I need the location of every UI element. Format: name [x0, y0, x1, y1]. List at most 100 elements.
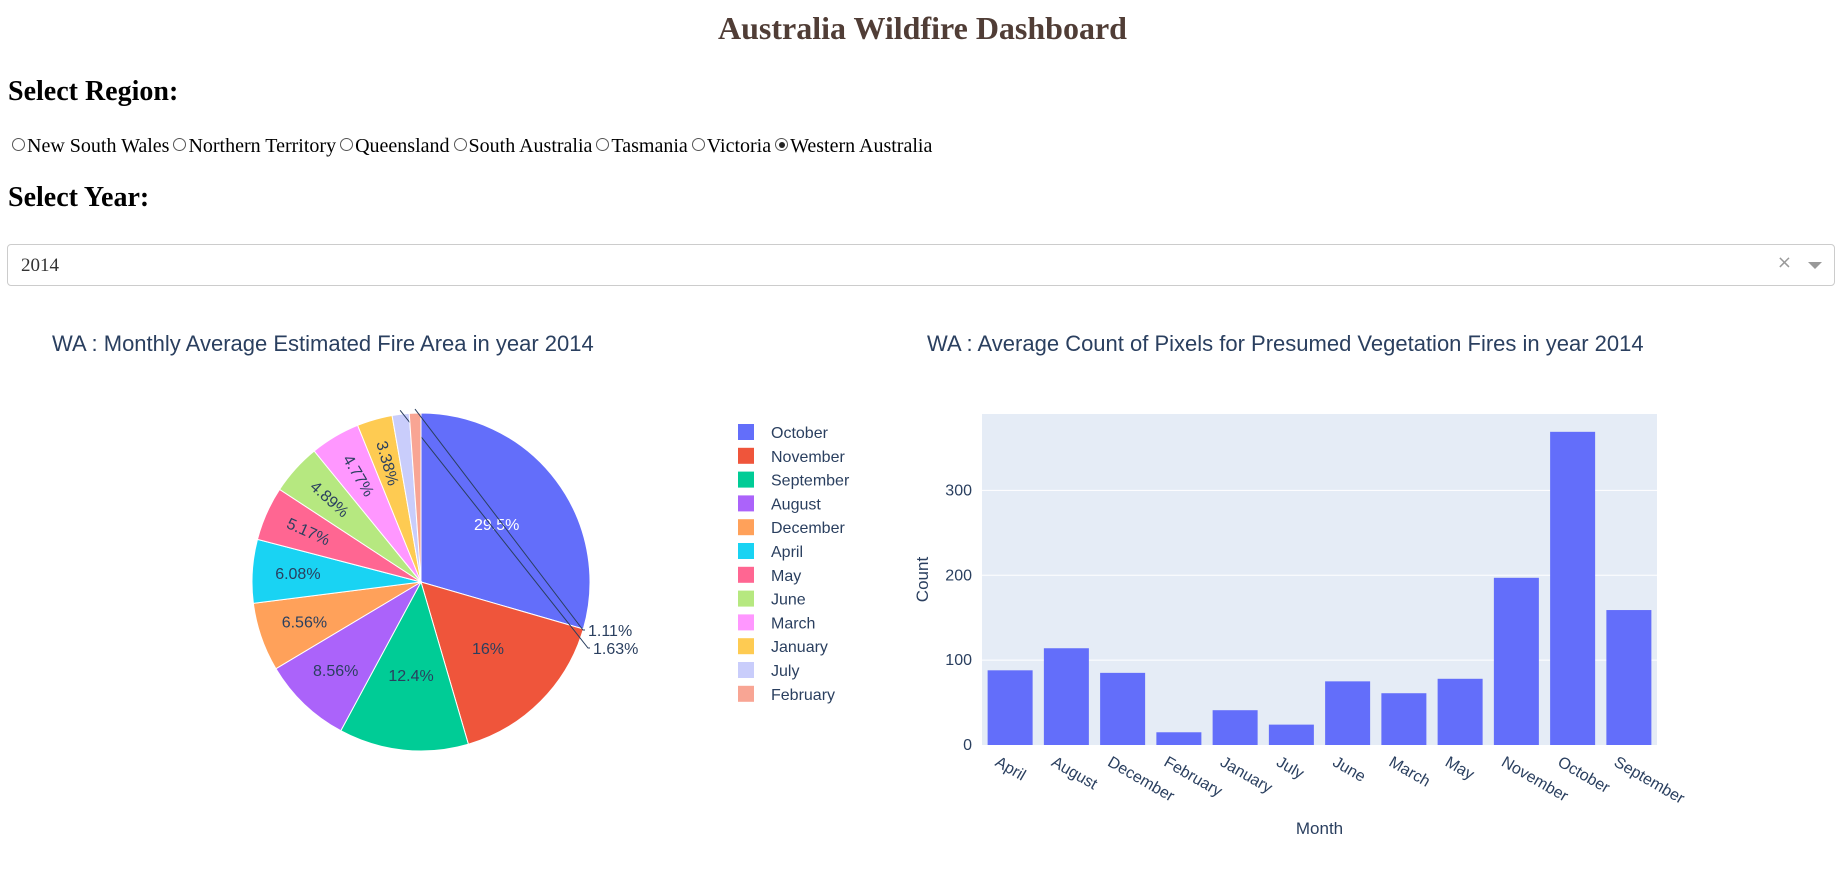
legend-item-december[interactable]: December [738, 519, 845, 537]
legend-swatch [738, 447, 754, 464]
legend-item-october[interactable]: October [738, 424, 829, 442]
pie-slice-september[interactable] [340, 580, 470, 752]
region-option-tasmania[interactable]: Tasmania [596, 135, 688, 158]
pie-label-leader [399, 409, 590, 649]
bar-chart-title: WA : Average Count of Pixels for Presume… [927, 331, 1644, 356]
x-tick-label: September [1611, 754, 1688, 808]
bar-september[interactable] [1606, 610, 1652, 745]
bar-may[interactable] [1437, 678, 1483, 745]
legend-label: September [771, 473, 850, 490]
legend-swatch [738, 424, 754, 440]
year-heading: Select Year: [8, 182, 150, 213]
y-axis-label: Count [913, 557, 932, 603]
region-option-label: Western Australia [790, 135, 933, 157]
pie-label-leader [414, 408, 585, 631]
radio-button[interactable] [453, 138, 467, 151]
legend-swatch [738, 495, 754, 512]
bar-july[interactable] [1268, 724, 1314, 745]
bar-june[interactable] [1325, 681, 1371, 745]
legend-item-june[interactable]: June [738, 590, 806, 609]
legend-label: June [771, 592, 806, 609]
legend-item-april[interactable]: April [738, 543, 803, 561]
legend-label: July [771, 663, 799, 680]
legend-label: August [771, 496, 821, 513]
legend-label: December [771, 520, 845, 537]
x-tick-label: January [1217, 754, 1275, 797]
x-tick-label: August [1048, 754, 1100, 794]
bar-april[interactable] [987, 670, 1033, 745]
pie-slice-label: 1.11% [588, 623, 632, 640]
pie-slice-label: 6.08% [275, 566, 320, 583]
region-radio-group: New South Wales Northern Territory Queensl… [12, 135, 936, 159]
legend-swatch [738, 662, 754, 678]
pie-chart-title: WA : Monthly Average Estimated Fire Area… [52, 331, 594, 356]
legend-item-august[interactable]: August [738, 495, 821, 513]
legend-item-july[interactable]: July [738, 662, 799, 680]
region-option-label: Tasmania [611, 135, 688, 157]
legend-swatch [738, 614, 754, 631]
region-option-western-australia[interactable]: Western Australia [775, 135, 932, 158]
chevron-down-icon[interactable] [1808, 262, 1822, 269]
pie-slice-label: 1.63% [593, 641, 638, 658]
legend-swatch [738, 519, 754, 536]
legend-item-february[interactable]: February [738, 685, 835, 704]
bar-february[interactable] [1156, 732, 1202, 745]
y-tick-label: 200 [945, 567, 972, 584]
pie-slice-label: 12.4% [388, 668, 433, 685]
legend-label: May [771, 568, 801, 585]
region-option-label: Northern Territory [188, 135, 337, 157]
bar-october[interactable] [1550, 431, 1596, 745]
region-heading: Select Region: [8, 76, 179, 107]
pie-chart: 29.5%16%12.4%8.56%6.56%6.08%5.17%4.89%4.… [251, 408, 850, 752]
legend-swatch [738, 685, 754, 702]
plot-area [982, 414, 1657, 745]
legend-item-may[interactable]: May [738, 566, 801, 585]
region-option-victoria[interactable]: Victoria [691, 135, 771, 158]
radio-button[interactable] [340, 138, 354, 151]
x-tick-label: March [1386, 754, 1433, 791]
legend-item-november[interactable]: November [738, 447, 845, 466]
bar-november[interactable] [1493, 577, 1539, 745]
x-axis-label: Month [1296, 819, 1343, 838]
region-option-label: New South Wales [27, 135, 170, 157]
legend-item-september[interactable]: September [738, 471, 850, 490]
radio-button[interactable] [173, 138, 187, 151]
pie-slice-label: 29.5% [474, 517, 519, 534]
radio-button[interactable] [596, 138, 610, 151]
bar-march[interactable] [1381, 693, 1427, 745]
y-tick-label: 100 [945, 652, 972, 669]
region-option-south-australia[interactable]: South Australia [453, 135, 593, 158]
x-tick-label: April [992, 754, 1028, 785]
radio-button[interactable] [691, 138, 705, 151]
region-option-label: South Australia [468, 135, 593, 157]
legend-swatch [738, 566, 754, 583]
pie-slice-november[interactable] [420, 581, 584, 745]
legend-item-march[interactable]: March [738, 614, 815, 632]
bar-january[interactable] [1212, 710, 1258, 745]
legend-label: March [771, 615, 815, 632]
region-option-new-south-wales[interactable]: New South Wales [12, 135, 169, 158]
legend-label: November [771, 449, 845, 466]
pie-slice-label: 6.56% [282, 614, 327, 631]
legend-label: April [771, 544, 803, 561]
legend-item-january[interactable]: January [738, 638, 828, 656]
bar-december[interactable] [1100, 672, 1146, 745]
y-tick-label: 300 [945, 482, 972, 499]
bar-august[interactable] [1043, 648, 1089, 745]
legend-label: January [771, 639, 828, 656]
pie-slice-october[interactable] [420, 412, 591, 630]
legend-swatch [738, 638, 754, 655]
pie-slice-august[interactable] [275, 580, 423, 732]
region-option-northern-territory[interactable]: Northern Territory [173, 135, 336, 158]
year-dropdown[interactable]: 2014 × [7, 244, 1835, 286]
pie-slice-february[interactable] [408, 412, 422, 583]
radio-button[interactable] [775, 138, 789, 151]
region-option-label: Queensland [355, 135, 450, 157]
legend-swatch [738, 543, 754, 559]
x-tick-label: May [1442, 754, 1477, 784]
close-icon[interactable]: × [1776, 252, 1792, 273]
radio-button[interactable] [12, 138, 25, 151]
year-selected-value: 2014 [21, 255, 59, 276]
region-option-queensland[interactable]: Queensland [340, 135, 450, 158]
